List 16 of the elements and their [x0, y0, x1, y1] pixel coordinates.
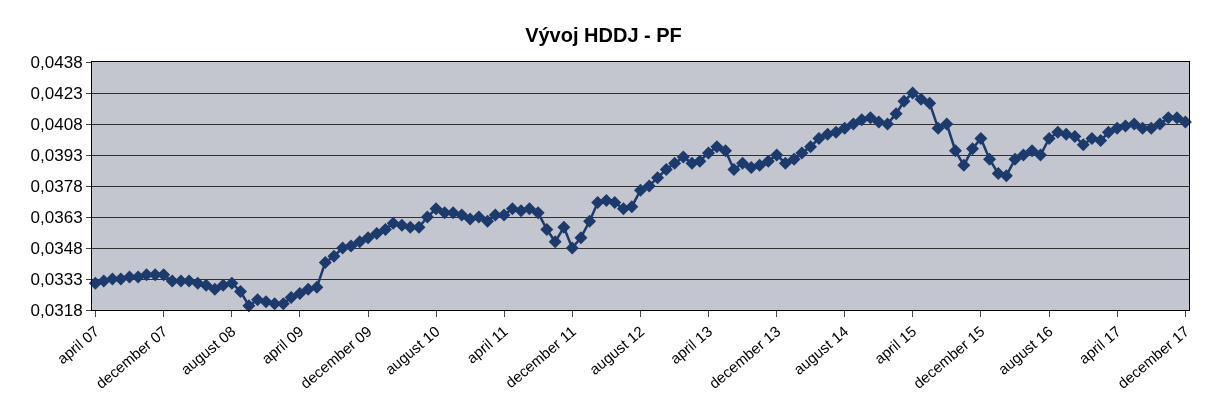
y-tick-label: 0,0378 — [30, 176, 83, 196]
x-tick-label: april 13 — [666, 322, 716, 368]
y-tick-label: 0,0348 — [30, 238, 83, 258]
y-tick-label: 0,0438 — [30, 52, 83, 72]
x-tick-label: april 17 — [1075, 322, 1124, 368]
y-tick-label: 0,0393 — [30, 145, 83, 165]
y-tick-label: 0,0408 — [30, 114, 83, 134]
y-tick-label: 0,0333 — [30, 269, 83, 289]
x-tick-label: april 07 — [53, 322, 103, 368]
y-tick-label: 0,0423 — [30, 83, 83, 103]
x-tick-label: april 09 — [257, 322, 307, 368]
x-tick-label: april 11 — [462, 322, 511, 367]
y-tick-label: 0,0318 — [30, 300, 83, 320]
y-tick-label: 0,0363 — [30, 207, 83, 227]
chart-title: Vývoj HDDJ - PF — [525, 24, 682, 47]
x-tick-label: april 15 — [870, 322, 920, 368]
